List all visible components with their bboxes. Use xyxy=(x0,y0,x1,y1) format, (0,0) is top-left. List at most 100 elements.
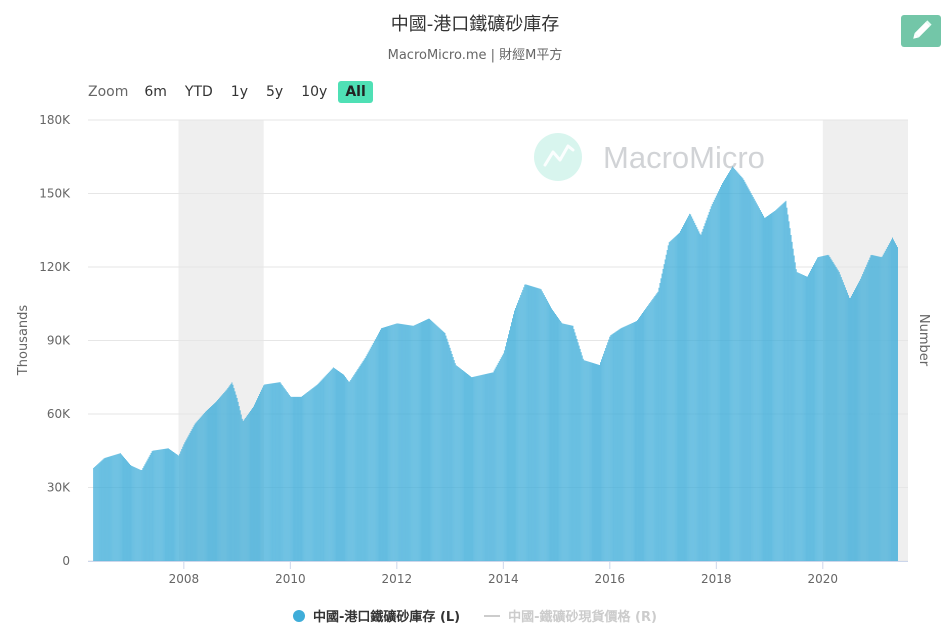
bar xyxy=(572,325,574,561)
bar xyxy=(496,364,498,561)
bar xyxy=(204,411,206,561)
bar xyxy=(493,370,495,561)
bar xyxy=(107,456,109,561)
legend-item-inventory[interactable]: 中國-港口鐵礦砂庫存 (L) xyxy=(293,606,460,625)
zoom-6m-button[interactable]: 6m xyxy=(144,84,167,100)
bar xyxy=(765,217,766,561)
bar xyxy=(272,383,274,561)
bar xyxy=(127,461,128,561)
bar xyxy=(262,387,264,561)
zoom-1y-button[interactable]: 1y xyxy=(230,84,248,100)
bar xyxy=(780,205,782,562)
bar xyxy=(359,365,361,561)
bar xyxy=(191,429,193,561)
bar xyxy=(859,280,861,561)
bar xyxy=(682,227,683,562)
bar xyxy=(781,204,783,561)
bar xyxy=(558,318,560,561)
bar xyxy=(629,323,631,561)
bar xyxy=(380,329,381,561)
bar xyxy=(526,284,528,561)
bar xyxy=(763,215,764,561)
bar xyxy=(235,394,237,561)
bar xyxy=(701,231,703,561)
bar xyxy=(355,372,357,561)
edit-button[interactable] xyxy=(901,15,941,47)
bar xyxy=(441,330,443,561)
bar xyxy=(655,294,657,561)
bar xyxy=(201,415,203,561)
bar xyxy=(456,366,458,561)
zoom-ytd-button[interactable]: YTD xyxy=(184,84,213,100)
bar xyxy=(544,296,546,561)
bar xyxy=(656,293,658,561)
bar xyxy=(174,452,176,561)
bar xyxy=(387,326,389,561)
bar xyxy=(294,396,295,561)
bar xyxy=(167,448,168,561)
bar xyxy=(792,248,794,561)
x-tick-label: 2020 xyxy=(808,572,839,586)
bar xyxy=(187,436,189,561)
bar xyxy=(867,262,869,561)
bar xyxy=(693,220,695,561)
bar xyxy=(520,295,522,561)
bar xyxy=(750,193,752,561)
bar xyxy=(887,245,889,561)
bar xyxy=(610,335,612,561)
legend-item-price[interactable]: 中國-鐵礦砂現貨價格 (R) xyxy=(484,606,657,625)
bar xyxy=(534,287,536,561)
bar xyxy=(759,210,761,562)
bar xyxy=(211,406,212,561)
bar xyxy=(545,298,547,561)
bar xyxy=(869,257,871,561)
bar xyxy=(542,293,544,561)
bar xyxy=(397,323,399,561)
bar xyxy=(257,398,258,561)
bar xyxy=(327,372,329,561)
bar xyxy=(740,175,742,561)
bar xyxy=(516,305,518,561)
bar xyxy=(882,254,884,562)
bar xyxy=(547,302,549,561)
bar xyxy=(264,384,266,561)
bar xyxy=(160,449,162,561)
bar xyxy=(402,324,404,561)
bar xyxy=(566,324,568,561)
bar xyxy=(567,324,569,561)
bar xyxy=(676,234,678,562)
bar xyxy=(185,440,187,561)
bar xyxy=(316,384,318,561)
bar xyxy=(454,363,456,561)
bar xyxy=(478,375,480,561)
bar xyxy=(698,231,700,561)
bar xyxy=(453,360,455,561)
bar xyxy=(525,284,527,561)
bar xyxy=(690,214,692,561)
bar xyxy=(861,276,863,561)
bar xyxy=(484,374,486,561)
bar xyxy=(320,380,322,561)
bar xyxy=(326,374,328,561)
bar xyxy=(744,181,746,562)
bar xyxy=(228,386,230,561)
bar xyxy=(120,454,122,561)
bar xyxy=(846,292,848,561)
zoom-5y-button[interactable]: 5y xyxy=(266,84,284,100)
bar xyxy=(218,398,220,561)
bar xyxy=(281,384,283,561)
zoom-10y-button[interactable]: 10y xyxy=(301,84,328,100)
bar xyxy=(836,268,838,561)
zoom-all-button[interactable]: All xyxy=(338,81,373,103)
bar xyxy=(119,453,121,561)
bar xyxy=(428,318,429,561)
bar xyxy=(868,259,870,561)
bar xyxy=(177,454,179,561)
bar xyxy=(675,235,677,561)
watermark-text: MacroMicro xyxy=(603,140,765,175)
bar xyxy=(369,348,371,561)
bar xyxy=(565,324,567,561)
bar xyxy=(772,212,774,562)
bar xyxy=(473,376,475,561)
